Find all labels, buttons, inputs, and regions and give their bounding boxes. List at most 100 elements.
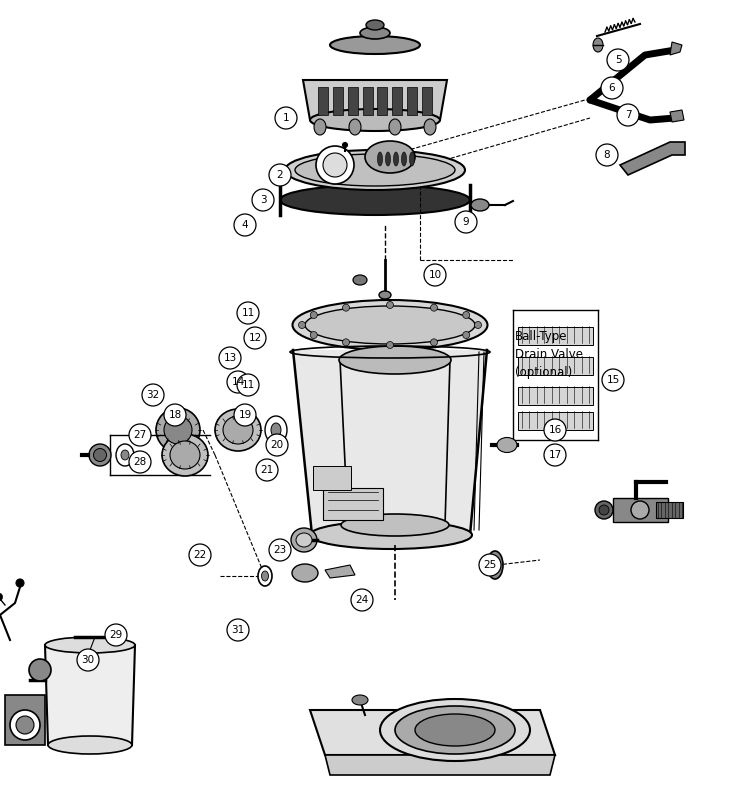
Ellipse shape	[45, 637, 135, 653]
Circle shape	[269, 164, 291, 186]
Circle shape	[234, 404, 256, 426]
Circle shape	[237, 374, 259, 396]
Ellipse shape	[631, 501, 649, 519]
Ellipse shape	[310, 521, 472, 549]
Ellipse shape	[311, 311, 317, 318]
Text: 19: 19	[238, 410, 252, 420]
Text: 15: 15	[606, 375, 620, 385]
Text: 20: 20	[271, 440, 284, 450]
Text: 6: 6	[608, 83, 615, 93]
Ellipse shape	[475, 322, 481, 329]
Polygon shape	[422, 87, 432, 115]
Ellipse shape	[271, 423, 281, 437]
Circle shape	[77, 649, 99, 671]
Ellipse shape	[29, 659, 51, 681]
Circle shape	[455, 211, 477, 233]
Polygon shape	[325, 755, 555, 775]
Text: 12: 12	[248, 333, 262, 343]
Text: 21: 21	[260, 465, 274, 475]
Circle shape	[544, 444, 566, 466]
Ellipse shape	[285, 150, 465, 190]
Polygon shape	[303, 80, 447, 120]
Circle shape	[189, 544, 211, 566]
Text: 1: 1	[283, 113, 290, 123]
Circle shape	[351, 589, 373, 611]
Ellipse shape	[462, 332, 470, 338]
Circle shape	[227, 619, 249, 641]
Text: 28: 28	[133, 457, 147, 467]
Text: 22: 22	[193, 550, 207, 560]
Ellipse shape	[349, 119, 361, 135]
Circle shape	[105, 624, 127, 646]
Circle shape	[479, 554, 501, 576]
Ellipse shape	[215, 409, 261, 451]
Text: 8: 8	[604, 150, 611, 160]
Text: 32: 32	[147, 390, 159, 400]
Text: 2: 2	[277, 170, 284, 180]
Circle shape	[219, 347, 241, 369]
Text: 16: 16	[548, 425, 562, 435]
Text: 17: 17	[548, 450, 562, 460]
Ellipse shape	[352, 695, 368, 705]
Text: 27: 27	[133, 430, 147, 440]
Polygon shape	[613, 498, 668, 522]
Text: 11: 11	[241, 308, 255, 318]
Ellipse shape	[116, 444, 134, 466]
Text: 11: 11	[241, 380, 255, 390]
Ellipse shape	[16, 716, 34, 734]
Ellipse shape	[378, 152, 383, 166]
Bar	[518, 357, 593, 375]
Ellipse shape	[487, 551, 503, 579]
Ellipse shape	[339, 346, 451, 374]
Circle shape	[244, 327, 266, 349]
Polygon shape	[362, 87, 372, 115]
Ellipse shape	[293, 300, 487, 350]
Polygon shape	[333, 87, 343, 115]
Circle shape	[256, 459, 278, 481]
Circle shape	[601, 77, 623, 99]
Ellipse shape	[291, 528, 317, 552]
Circle shape	[617, 104, 639, 126]
Ellipse shape	[164, 416, 192, 444]
Ellipse shape	[89, 444, 111, 466]
Ellipse shape	[292, 564, 318, 582]
Text: 29: 29	[109, 630, 123, 640]
Circle shape	[227, 371, 249, 393]
Circle shape	[129, 424, 151, 446]
Polygon shape	[5, 695, 45, 745]
Ellipse shape	[0, 593, 2, 600]
Ellipse shape	[380, 699, 530, 761]
Text: 3: 3	[259, 195, 266, 205]
Text: 5: 5	[614, 55, 621, 65]
Ellipse shape	[393, 152, 399, 166]
Text: 18: 18	[168, 410, 182, 420]
Ellipse shape	[295, 154, 455, 186]
Text: 10: 10	[429, 270, 441, 280]
Polygon shape	[407, 87, 417, 115]
Text: 31: 31	[232, 625, 244, 635]
Ellipse shape	[462, 311, 470, 318]
Ellipse shape	[314, 119, 326, 135]
Circle shape	[269, 539, 291, 561]
Circle shape	[544, 419, 566, 441]
Ellipse shape	[311, 332, 317, 338]
Ellipse shape	[156, 408, 200, 452]
Ellipse shape	[170, 441, 200, 469]
Circle shape	[275, 107, 297, 129]
Ellipse shape	[366, 20, 384, 30]
Bar	[518, 327, 593, 345]
Ellipse shape	[341, 514, 449, 536]
Ellipse shape	[316, 146, 354, 184]
Polygon shape	[670, 42, 682, 55]
Ellipse shape	[593, 38, 603, 52]
Ellipse shape	[379, 291, 391, 299]
Ellipse shape	[395, 706, 515, 754]
Text: 9: 9	[462, 217, 469, 227]
Circle shape	[164, 404, 186, 426]
Circle shape	[252, 189, 274, 211]
Circle shape	[142, 384, 164, 406]
Text: 14: 14	[232, 377, 244, 387]
Polygon shape	[670, 110, 684, 122]
Ellipse shape	[471, 199, 489, 211]
Bar	[313, 466, 351, 490]
